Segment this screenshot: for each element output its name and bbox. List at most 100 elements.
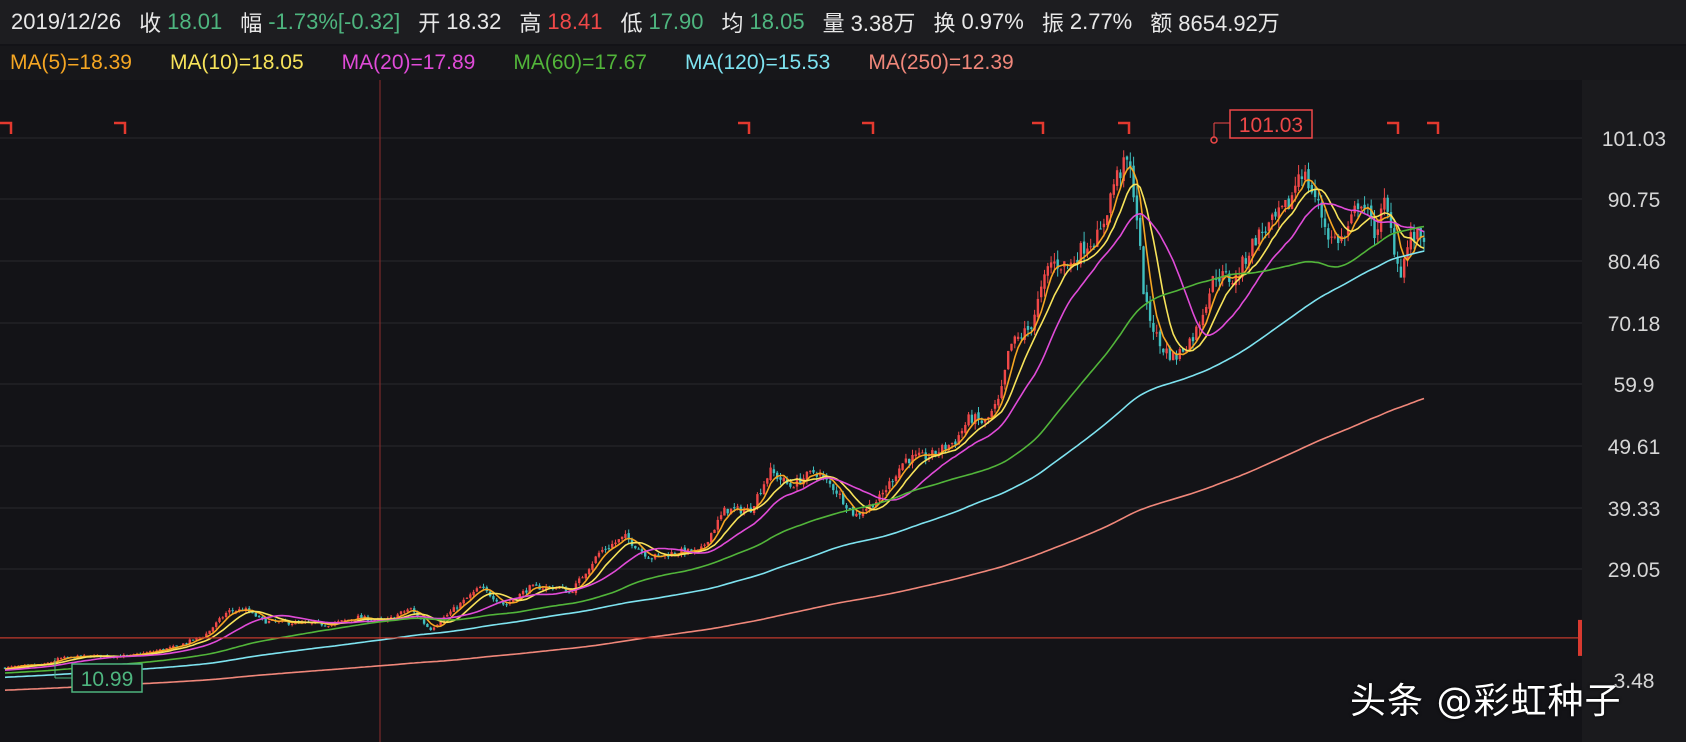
candle-body [604, 548, 607, 550]
ma5-legend: MA(5)=18.39 [10, 51, 132, 74]
candle-body [409, 608, 413, 610]
candle-body [465, 597, 469, 599]
candle-body [479, 586, 482, 589]
candle-body [716, 519, 719, 530]
y-tick-label: 90.75 [1608, 189, 1661, 212]
candle-body [908, 458, 911, 464]
period-marker [1118, 121, 1131, 134]
high-value: 18.41 [547, 9, 603, 34]
avg-label: 均 [721, 11, 744, 36]
candle-body [327, 626, 330, 628]
candle-body [1053, 261, 1056, 264]
candle-body [726, 508, 729, 514]
candle-body [343, 620, 347, 622]
y-tick-label: 59.9 [1614, 374, 1655, 397]
candle-body [1267, 222, 1271, 231]
candle-body [264, 618, 267, 624]
candle-body [571, 592, 574, 594]
candle-body [389, 616, 393, 619]
y-tick-label: 29.05 [1608, 559, 1661, 582]
candle-body [1086, 248, 1089, 254]
candle-body [3, 667, 7, 669]
candle-body [396, 614, 399, 618]
candle-body [1201, 314, 1205, 326]
candle-body [1089, 246, 1092, 248]
candle-body [1280, 206, 1284, 208]
candle-body [759, 492, 762, 494]
candle-body [1142, 246, 1145, 295]
candle-body [1096, 229, 1099, 247]
candle-body [1294, 185, 1297, 193]
y-tick-label: 80.46 [1608, 251, 1661, 274]
turnover-value: 0.97% [961, 9, 1024, 34]
candle-body [149, 651, 152, 653]
candle-body [736, 506, 739, 508]
candle-body [1158, 331, 1162, 347]
candle-body [1383, 197, 1386, 210]
candle-body [1231, 282, 1234, 285]
turnover-label: 换 [933, 11, 956, 36]
candle-body [1043, 274, 1046, 289]
candle-body [406, 609, 409, 612]
y-axis: 101.03 90.75 80.46 70.18 59.9 49.61 39.33 29.05… [1582, 80, 1686, 742]
close-label: 收 [139, 11, 162, 36]
candle-body [403, 611, 406, 613]
candle-body [977, 412, 980, 420]
candle-body [832, 484, 835, 491]
candle-body [1284, 199, 1287, 208]
candle-body [1350, 214, 1353, 224]
candle-body [1337, 235, 1340, 244]
candle-body [624, 534, 627, 538]
candle-body [462, 599, 465, 604]
candle-body [257, 615, 261, 617]
candle-body [627, 533, 630, 540]
candle-body [228, 610, 231, 613]
candle-body [1059, 269, 1063, 271]
candle-body [455, 607, 459, 609]
ma10-line [4, 183, 1425, 671]
candle-body [7, 666, 10, 669]
candle-body [422, 619, 426, 624]
candle-body [1310, 184, 1313, 193]
candle-body [1234, 274, 1238, 286]
low-value: 17.90 [648, 9, 704, 34]
candle-body [1422, 237, 1426, 242]
candle-body [158, 649, 162, 652]
candle-body [495, 599, 498, 602]
kline-chart[interactable]: 18.05 101.03 90.75 80.46 70.18 59.9 49.61 39.3… [0, 80, 1686, 742]
candle-body [799, 477, 802, 484]
volume-value: 3.38万 [850, 11, 916, 36]
candle-body [482, 586, 485, 589]
candle-body [614, 542, 617, 545]
candle-body [967, 414, 970, 426]
candle-body [320, 622, 323, 626]
avg-value: 18.05 [749, 9, 805, 34]
y-tick-label: 70.18 [1608, 313, 1661, 336]
candle-body [1399, 266, 1403, 278]
candle-body [1036, 298, 1040, 318]
candle-body [696, 549, 700, 551]
candle-body [1333, 236, 1337, 238]
y-axis-panel [1582, 80, 1686, 742]
candle-body [637, 548, 640, 550]
annotations: 101.03 10.99 [54, 109, 1313, 693]
candle-body [578, 578, 581, 584]
candle-body [1241, 256, 1244, 278]
candle-body [1099, 228, 1102, 230]
candle-body [1003, 369, 1007, 385]
ma-legend: MA(5)=18.39 MA(10)=18.05 MA(20)=17.89 MA… [0, 46, 1686, 80]
candle-body [1389, 212, 1393, 228]
candle-body [911, 454, 914, 463]
candle-body [1320, 202, 1323, 218]
candle-body [545, 586, 548, 590]
candle-body [208, 630, 211, 634]
candle-body [1271, 214, 1274, 220]
high-label: 高 [519, 11, 542, 36]
open-value: 18.32 [446, 9, 502, 34]
candle-body [254, 612, 257, 617]
candle-body [261, 616, 264, 619]
candle-body [290, 623, 294, 625]
candle-body [980, 420, 983, 424]
candle-body [828, 480, 832, 484]
period-marker [738, 121, 751, 134]
